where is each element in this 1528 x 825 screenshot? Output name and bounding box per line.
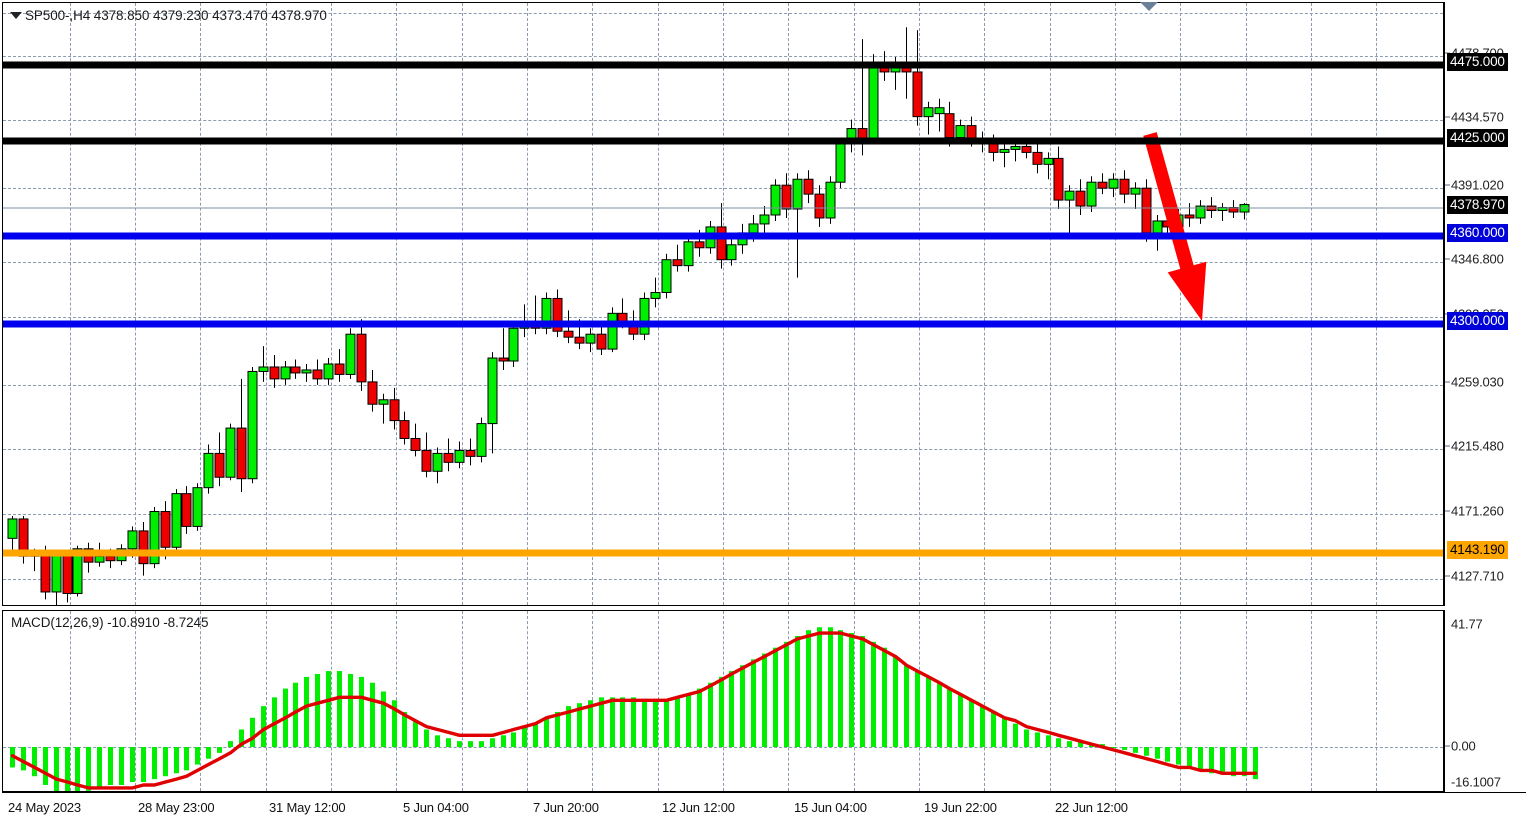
price-badge-4475-000[interactable]: 4475.000 <box>1447 53 1508 71</box>
price-tick-mark <box>1445 381 1450 383</box>
price-tick-mark <box>1445 510 1450 512</box>
macd-tick-label: -16.1007 <box>1451 774 1501 790</box>
grid-line-vertical <box>854 3 855 605</box>
grid-line-vertical <box>1376 611 1377 791</box>
price-axis-scale[interactable]: 4478.7004434.5704391.0204346.8004302.250… <box>1444 2 1526 606</box>
price-chart-panel[interactable]: SP500-,H4 4378.850 4379.230 4373.470 437… <box>2 2 1444 606</box>
price-tick-mark <box>1445 184 1450 186</box>
grid-line-vertical <box>331 3 332 605</box>
grid-line-vertical <box>1115 3 1116 605</box>
time-axis-label: 7 Jun 20:00 <box>533 800 599 815</box>
grid-line-vertical <box>1311 3 1312 605</box>
price-badge-4143-190[interactable]: 4143.190 <box>1447 541 1508 559</box>
grid-line-vertical <box>1246 611 1247 791</box>
price-tick-label: 4434.570 <box>1451 109 1504 125</box>
time-axis-label: 24 May 2023 <box>8 800 81 815</box>
price-tick-mark <box>1445 116 1450 118</box>
price-tick-label: 4391.020 <box>1451 177 1504 193</box>
level-line-4360-000[interactable] <box>3 232 1443 240</box>
grid-line-vertical <box>70 611 71 791</box>
grid-line-vertical <box>462 611 463 791</box>
level-line-4378-970[interactable] <box>3 207 1443 209</box>
grid-line-vertical <box>396 3 397 605</box>
price-tick-mark <box>1445 258 1450 260</box>
macd-tick-mark <box>1445 745 1450 747</box>
grid-line-vertical <box>919 3 920 605</box>
price-tick-label: 4171.260 <box>1451 503 1504 519</box>
grid-line-vertical <box>200 611 201 791</box>
triangle-down-icon[interactable] <box>10 12 22 19</box>
time-axis-label: 12 Jun 12:00 <box>662 800 735 815</box>
time-axis-label: 31 May 12:00 <box>269 800 346 815</box>
time-axis-label: 22 Jun 12:00 <box>1055 800 1128 815</box>
macd-tick-label: 0.00 <box>1451 738 1476 754</box>
time-axis[interactable]: 24 May 2023 28 May 23:00 31 May 12:00 5 Jun… <box>2 792 1526 823</box>
time-axis-label: 28 May 23:00 <box>138 800 215 815</box>
level-line-4425-000[interactable] <box>3 137 1443 145</box>
grid-line-vertical <box>266 611 267 791</box>
grid-line-vertical <box>658 3 659 605</box>
price-tick-label: 4215.480 <box>1451 438 1504 454</box>
grid-line-vertical <box>135 611 136 791</box>
level-line-4475-000[interactable] <box>3 61 1443 69</box>
grid-line-vertical <box>1115 611 1116 791</box>
period-separator-marker-icon <box>1140 2 1158 11</box>
price-plot-area[interactable] <box>3 3 1443 605</box>
time-axis-label: 19 Jun 22:00 <box>924 800 997 815</box>
grid-line-vertical <box>984 3 985 605</box>
price-tick-mark <box>1445 575 1450 577</box>
grid-line-horizontal <box>3 747 1443 748</box>
macd-indicator-panel[interactable]: MACD(12,26,9) -10.8910 -8.7245 <box>2 610 1444 792</box>
price-tick-label: 4259.030 <box>1451 374 1504 390</box>
grid-line-vertical <box>1050 611 1051 791</box>
grid-line-vertical <box>1050 3 1051 605</box>
level-line-4143-190[interactable] <box>3 549 1443 557</box>
grid-line-vertical <box>462 3 463 605</box>
price-badge-4378-970[interactable]: 4378.970 <box>1447 196 1508 214</box>
grid-line-vertical <box>984 611 985 791</box>
grid-line-vertical <box>135 3 136 605</box>
grid-line-vertical <box>1311 611 1312 791</box>
price-tick-label: 4127.710 <box>1451 568 1504 584</box>
grid-line-vertical <box>592 3 593 605</box>
grid-line-vertical <box>723 3 724 605</box>
macd-axis-scale[interactable]: 41.77 0.00 -16.1007 <box>1444 610 1526 792</box>
macd-header: MACD(12,26,9) -10.8910 -8.7245 <box>11 615 209 630</box>
grid-line-vertical <box>1180 611 1181 791</box>
grid-line-vertical <box>788 3 789 605</box>
price-tick-mark <box>1445 445 1450 447</box>
macd-tick-label: 41.77 <box>1451 616 1483 632</box>
time-axis-label: 15 Jun 04:00 <box>794 800 867 815</box>
macd-series <box>10 627 1258 791</box>
grid-line-vertical <box>854 611 855 791</box>
price-badge-4425-000[interactable]: 4425.000 <box>1447 129 1508 147</box>
grid-line-vertical <box>200 3 201 605</box>
grid-line-vertical <box>266 3 267 605</box>
grid-line-vertical <box>527 611 528 791</box>
price-tick-label: 4346.800 <box>1451 251 1504 267</box>
time-axis-label: 5 Jun 04:00 <box>403 800 469 815</box>
grid-line-vertical <box>527 3 528 605</box>
price-badge-4300-000[interactable]: 4300.000 <box>1447 312 1508 330</box>
price-badge-4360-000[interactable]: 4360.000 <box>1447 224 1508 242</box>
level-line-4300-000[interactable] <box>3 320 1443 328</box>
grid-line-vertical <box>1180 3 1181 605</box>
macd-plot-area[interactable] <box>3 611 1443 791</box>
bearish-arrow-annotation[interactable] <box>3 3 1443 605</box>
price-chart-header: SP500-,H4 4378.850 4379.230 4373.470 437… <box>25 8 327 23</box>
grid-line-vertical <box>1376 3 1377 605</box>
grid-line-vertical <box>1246 3 1247 605</box>
grid-line-vertical <box>70 3 71 605</box>
